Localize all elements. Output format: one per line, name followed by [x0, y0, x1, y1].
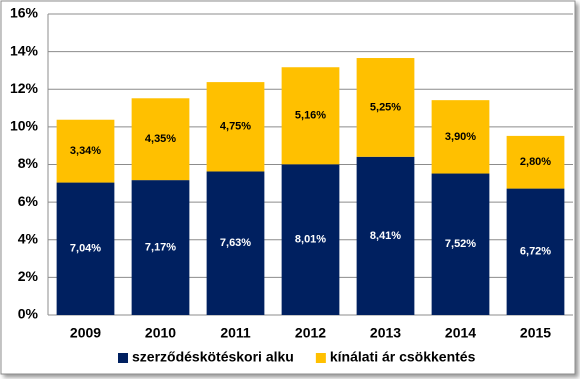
y-tick-label: 16% — [10, 5, 39, 21]
data-label: 4,75% — [220, 121, 251, 133]
legend-swatch — [315, 353, 326, 363]
data-label: 7,17% — [145, 241, 176, 253]
x-tick-label: 2009 — [70, 325, 101, 341]
bar-segment — [356, 156, 415, 315]
data-label: 8,01% — [295, 234, 326, 246]
data-label: 7,52% — [445, 238, 476, 250]
x-tick-label: 2012 — [295, 325, 326, 341]
y-tick-label: 14% — [10, 42, 39, 58]
data-label: 3,34% — [70, 145, 101, 157]
bar-segment — [431, 100, 490, 174]
data-label: 3,90% — [445, 131, 476, 143]
y-tick-label: 12% — [10, 80, 39, 96]
data-label: 4,35% — [145, 133, 176, 145]
x-tick-label: 2013 — [370, 325, 401, 341]
bar-segment — [131, 180, 190, 315]
y-tick-label: 6% — [18, 193, 39, 209]
y-tick-label: 4% — [18, 230, 39, 246]
bar-segment — [506, 135, 565, 189]
x-tick-label: 2014 — [445, 325, 476, 341]
bar-segment — [431, 173, 490, 315]
legend-swatch — [118, 353, 128, 363]
data-label: 8,41% — [370, 230, 401, 242]
data-label: 5,16% — [295, 110, 326, 122]
x-tick-label: 2010 — [145, 325, 176, 341]
bar-segment — [206, 82, 265, 172]
data-label: 7,04% — [70, 243, 101, 255]
x-tick-label: 2011 — [220, 325, 251, 341]
bar-segment — [281, 164, 340, 315]
bar-segment — [206, 171, 265, 315]
legend-label: szerződéskötéskori alku — [132, 349, 294, 365]
data-label: 7,63% — [220, 237, 251, 249]
y-tick-label: 10% — [10, 118, 39, 134]
legend-label: kínálati ár csökkentés — [330, 349, 476, 365]
bar-segment — [56, 182, 115, 315]
bar-segment — [281, 67, 340, 165]
data-label: 5,25% — [370, 101, 401, 113]
y-tick-label: 2% — [18, 268, 39, 284]
bar-segment — [356, 58, 415, 157]
bar-segment — [56, 119, 115, 183]
x-tick-label: 2015 — [520, 325, 551, 341]
y-tick-label: 8% — [18, 155, 39, 171]
bar-segment — [506, 188, 565, 315]
data-label: 2,80% — [520, 156, 551, 168]
data-label: 6,72% — [520, 246, 551, 258]
y-tick-label: 0% — [18, 306, 39, 322]
bar-segment — [131, 98, 190, 181]
